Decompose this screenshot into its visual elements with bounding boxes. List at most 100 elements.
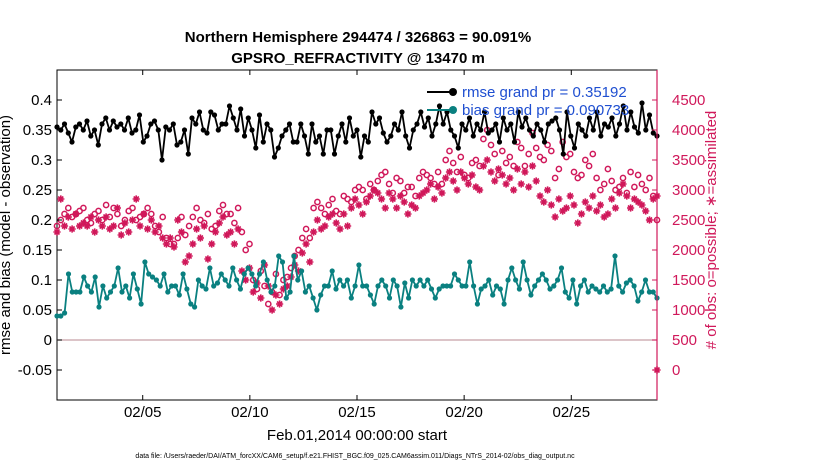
bias-point bbox=[505, 277, 511, 283]
bias-point bbox=[203, 286, 209, 292]
bias-point bbox=[222, 277, 228, 283]
bias-point bbox=[383, 283, 389, 289]
assimilated-obs-marker bbox=[408, 201, 416, 209]
assimilated-obs-marker bbox=[125, 228, 133, 236]
assimilated-obs-marker bbox=[91, 228, 99, 236]
possible-obs-marker bbox=[555, 165, 563, 173]
bias-point bbox=[237, 286, 243, 292]
assimilated-obs-marker bbox=[132, 195, 140, 203]
right-y-tick-label: 3500 bbox=[672, 152, 705, 169]
rmse-point bbox=[54, 124, 60, 130]
rmse-point bbox=[624, 127, 630, 133]
assimilated-obs-marker bbox=[464, 180, 472, 188]
rmse-point bbox=[478, 127, 484, 133]
rmse-point bbox=[129, 130, 135, 136]
possible-obs-marker bbox=[446, 147, 453, 155]
bias-point bbox=[493, 283, 500, 289]
rmse-point bbox=[178, 139, 184, 145]
assimilated-obs-marker bbox=[328, 210, 337, 218]
possible-obs-marker bbox=[608, 177, 616, 185]
right-y-tick-label: 500 bbox=[672, 332, 697, 349]
bias-point bbox=[264, 277, 270, 283]
bias-point bbox=[608, 286, 614, 292]
x-tick-label: 02/15 bbox=[338, 404, 376, 421]
bias-point bbox=[134, 286, 140, 292]
assimilated-obs-marker bbox=[457, 168, 465, 176]
rmse-point bbox=[204, 130, 210, 136]
rmse-point bbox=[361, 133, 368, 139]
possible-obs-marker bbox=[181, 231, 189, 239]
assimilated-obs-marker bbox=[411, 204, 420, 212]
possible-obs-marker bbox=[317, 204, 325, 212]
rmse-point bbox=[523, 115, 529, 121]
assimilated-obs-marker bbox=[159, 234, 167, 242]
assimilated-obs-marker bbox=[532, 177, 540, 185]
rmse-point bbox=[493, 121, 499, 127]
possible-obs-marker bbox=[287, 264, 295, 272]
possible-obs-marker bbox=[638, 180, 646, 188]
rmse-point bbox=[65, 130, 71, 136]
bias-point bbox=[214, 280, 221, 286]
bias-point bbox=[54, 313, 60, 319]
assimilated-obs-marker bbox=[76, 222, 84, 230]
rmse-point bbox=[631, 124, 638, 130]
assimilated-obs-marker bbox=[174, 216, 182, 224]
assimilated-obs-marker bbox=[377, 195, 386, 203]
bias-point bbox=[188, 301, 194, 307]
possible-obs-marker bbox=[397, 177, 404, 185]
bias-point bbox=[241, 271, 247, 277]
rmse-point bbox=[103, 115, 109, 121]
possible-obs-marker bbox=[491, 150, 499, 158]
assimilated-obs-marker bbox=[79, 219, 87, 227]
assimilated-obs-marker bbox=[310, 228, 318, 236]
assimilated-obs-marker bbox=[147, 216, 155, 224]
assimilated-obs-marker bbox=[68, 225, 76, 233]
bias-point bbox=[639, 289, 645, 295]
rmse-point bbox=[234, 127, 240, 133]
rmse-point bbox=[553, 115, 559, 121]
assimilated-obs-marker bbox=[279, 285, 287, 293]
rmse-point bbox=[76, 121, 83, 127]
assimilated-obs-marker bbox=[151, 228, 159, 236]
bias-point bbox=[199, 283, 205, 289]
assimilated-obs-marker bbox=[442, 174, 450, 182]
rmse-point bbox=[429, 133, 435, 139]
rmse-point bbox=[564, 109, 570, 115]
possible-obs-marker bbox=[238, 228, 246, 236]
bias-point bbox=[467, 259, 473, 265]
assimilated-obs-marker bbox=[460, 174, 469, 182]
bias-point bbox=[85, 283, 91, 289]
bias-point bbox=[417, 277, 423, 283]
possible-obs-marker bbox=[627, 168, 634, 176]
rmse-point bbox=[646, 112, 653, 118]
rmse-point bbox=[140, 139, 146, 145]
assimilated-obs-marker bbox=[166, 234, 174, 242]
left-y-tick-label: 0.2 bbox=[31, 212, 52, 229]
rmse-point bbox=[88, 133, 94, 139]
bias-point bbox=[566, 295, 572, 301]
rmse-point bbox=[403, 133, 409, 139]
assimilated-obs-marker bbox=[627, 204, 635, 212]
rmse-point bbox=[320, 151, 326, 157]
bias-point bbox=[356, 262, 362, 268]
possible-obs-marker bbox=[510, 162, 517, 170]
left-y-tick-label: 0.15 bbox=[23, 242, 52, 259]
rmse-point bbox=[121, 127, 128, 133]
rmse-point bbox=[571, 145, 578, 151]
left-y-tick-label: 0.1 bbox=[31, 272, 52, 289]
bias-point bbox=[218, 271, 224, 277]
bias-point bbox=[161, 271, 167, 277]
bias-point bbox=[310, 295, 316, 301]
assimilated-obs-marker bbox=[177, 228, 186, 236]
bias-point bbox=[96, 304, 102, 310]
possible-obs-marker bbox=[117, 222, 125, 230]
rmse-point bbox=[241, 133, 248, 139]
possible-obs-marker bbox=[234, 204, 242, 212]
bias-point bbox=[631, 283, 637, 289]
possible-obs-marker bbox=[646, 174, 653, 182]
bias-point bbox=[501, 301, 507, 307]
rmse-point bbox=[80, 127, 86, 133]
assimilated-obs-marker bbox=[630, 195, 638, 203]
assimilated-obs-marker bbox=[347, 204, 355, 212]
rmse-point bbox=[406, 145, 413, 151]
